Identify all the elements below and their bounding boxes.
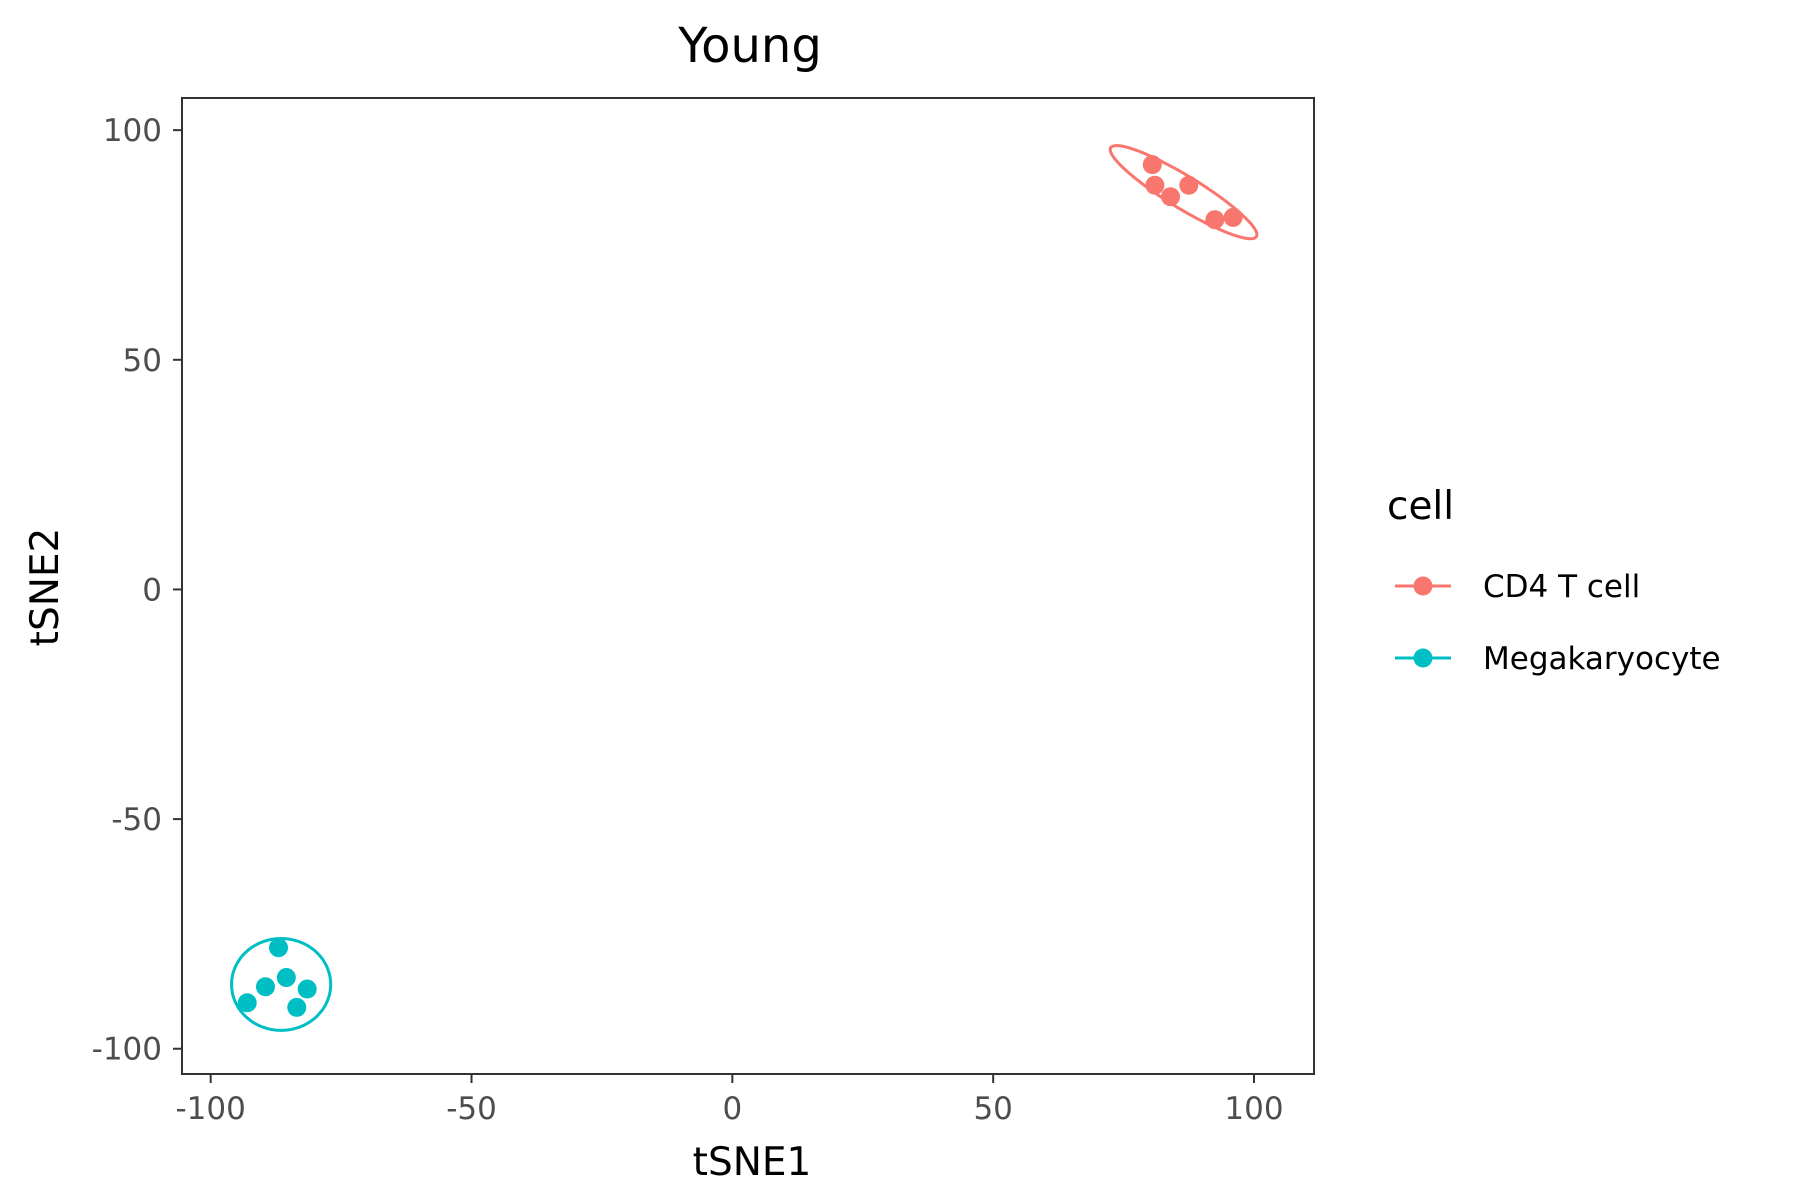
y-tick-label: 50 <box>123 343 162 379</box>
data-point <box>1145 175 1165 195</box>
confidence-ellipse <box>230 936 333 1032</box>
data-point <box>1161 187 1181 207</box>
plot-panel-border <box>181 97 1315 1075</box>
legend-title: cell <box>1387 484 1454 529</box>
legend: cell CD4 T cell Megakaryocyte <box>1387 484 1721 677</box>
x-tick-label: 0 <box>722 1091 742 1127</box>
legend-label: CD4 T cell <box>1483 569 1640 605</box>
legend-item: CD4 T cell <box>1395 569 1640 605</box>
legend-key-point <box>1413 648 1433 668</box>
x-tick-label: -100 <box>176 1091 246 1127</box>
x-tick-label: -50 <box>446 1091 497 1127</box>
plot-area: -100 -50 0 50 100 -100 -50 0 50 100 <box>92 97 1315 1127</box>
data-point <box>255 977 275 997</box>
data-point <box>269 938 289 958</box>
series-megakaryocyte <box>230 936 333 1032</box>
x-tick-label: 50 <box>973 1091 1012 1127</box>
data-point <box>297 979 317 999</box>
y-tick-label: -100 <box>92 1032 162 1068</box>
data-point <box>287 997 307 1017</box>
data-point <box>1142 155 1162 175</box>
y-tick-label: 0 <box>142 572 162 608</box>
y-tick-label: -50 <box>111 802 162 838</box>
legend-key-point <box>1413 576 1433 596</box>
chart-title: Young <box>677 18 822 74</box>
legend-item: Megakaryocyte <box>1395 641 1721 677</box>
data-point <box>237 993 257 1013</box>
data-point <box>276 968 296 988</box>
y-axis-title: tSNE2 <box>23 528 68 647</box>
data-point <box>1179 175 1199 195</box>
data-point <box>1223 207 1243 227</box>
series-cd4-t-cell <box>1108 144 1259 241</box>
x-tick-label: 100 <box>1224 1091 1283 1127</box>
y-tick-label: 100 <box>103 113 162 149</box>
data-point <box>1205 210 1225 230</box>
legend-items: CD4 T cell Megakaryocyte <box>1395 569 1721 677</box>
x-axis-title: tSNE1 <box>693 1140 812 1185</box>
legend-label: Megakaryocyte <box>1483 641 1721 677</box>
